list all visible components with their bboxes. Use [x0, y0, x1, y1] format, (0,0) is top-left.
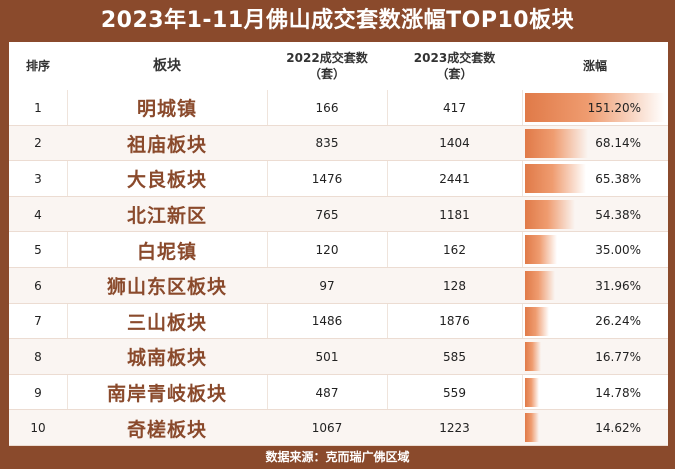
cell-y2022: 97	[319, 278, 335, 293]
cell-rank: 3	[34, 171, 42, 186]
cell-name: 大良板块	[126, 169, 207, 192]
table-row: 8 城南板块 501 585 16.77%	[9, 339, 668, 375]
row-divider	[9, 409, 668, 411]
cell-name: 北江新区	[126, 205, 207, 228]
row-divider	[9, 231, 668, 233]
cell-rank: 10	[30, 421, 46, 436]
row-divider	[9, 195, 668, 197]
table-row: 6 狮山东区板块 97 128 31.96%	[9, 268, 668, 304]
cell-gain: 35.00%	[595, 243, 641, 258]
row-divider	[9, 444, 668, 446]
cell-y2023: 128	[443, 278, 466, 293]
column-divider	[387, 42, 388, 446]
cell-y2022: 166	[315, 100, 339, 115]
cell-gain: 151.20%	[587, 100, 641, 115]
gain-bar	[525, 377, 539, 407]
cell-rank: 2	[34, 136, 42, 151]
cell-y2022: 765	[315, 207, 339, 222]
row-divider	[9, 302, 668, 304]
cell-y2023: 2441	[439, 171, 470, 186]
cell-y2022: 1486	[311, 314, 343, 329]
header-name: 板块	[153, 58, 181, 74]
gain-bar	[525, 413, 539, 443]
cell-y2023: 1181	[439, 207, 470, 222]
cell-y2022: 835	[315, 136, 339, 151]
column-divider	[267, 42, 268, 446]
table-row: 3 大良板块 1476 2441 65.38%	[9, 161, 668, 197]
cell-gain: 65.38%	[595, 171, 641, 186]
cell-rank: 5	[34, 243, 42, 258]
table-row: 2 祖庙板块 835 1404 68.14%	[9, 125, 668, 162]
header-2022: 2022成交套数 （套）	[286, 51, 368, 81]
cell-y2022: 1476	[311, 171, 343, 186]
gain-bar	[525, 199, 576, 229]
cell-rank: 8	[34, 349, 42, 364]
cell-y2023: 559	[443, 385, 466, 400]
cell-y2023: 1876	[439, 314, 470, 329]
cell-name: 祖庙板块	[126, 133, 207, 156]
cell-y2023: 1223	[439, 421, 470, 436]
table-header: 排序 板块 2022成交套数 （套） 2023成交套数 （套） 涨幅	[9, 42, 668, 90]
cell-y2023: 417	[443, 100, 466, 115]
cell-name: 三山板块	[126, 311, 207, 334]
table-row: 1 明城镇 166 417 151.20%	[9, 90, 668, 126]
table-row: 4 北江新区 765 1181 54.38%	[9, 196, 668, 233]
table-row: 7 三山板块 1486 1876 26.24%	[9, 304, 668, 340]
cell-y2022: 501	[315, 349, 339, 364]
cell-y2022: 120	[315, 243, 339, 258]
row-divider	[9, 373, 668, 375]
header-rank: 排序	[25, 59, 50, 73]
gain-bar	[525, 271, 555, 300]
table-row: 9 南岸青岐板块 487 559 14.78%	[9, 375, 668, 411]
cell-gain: 31.96%	[595, 278, 641, 293]
cell-name: 狮山东区板块	[106, 276, 227, 299]
cell-name: 南岸青岐板块	[106, 383, 227, 406]
table-body: 1 明城镇 166 417 151.20% 2 祖庙板块 835 1404 68.14% 3 大良板块…	[9, 90, 668, 446]
ranking-table: 排序 板块 2022成交套数 （套） 2023成交套数 （套） 涨幅 1 明城镇 1…	[9, 42, 668, 446]
page-title: 2023年1-11月佛山成交套数涨幅TOP10板块	[100, 8, 575, 33]
cell-rank: 7	[34, 314, 42, 329]
cell-name: 城南板块	[126, 347, 207, 370]
cell-gain: 16.77%	[595, 349, 641, 364]
gain-bar	[525, 93, 665, 122]
gain-bar	[525, 306, 550, 336]
row-divider	[9, 160, 668, 162]
cell-y2023: 1404	[439, 136, 470, 151]
cell-rank: 1	[34, 100, 42, 115]
cell-y2022: 1067	[311, 421, 343, 436]
row-divider	[9, 266, 668, 268]
cell-rank: 9	[34, 385, 42, 400]
cell-gain: 14.78%	[595, 385, 641, 400]
header-2023: 2023成交套数 （套）	[413, 51, 496, 81]
column-divider	[522, 42, 523, 446]
cell-y2023: 585	[443, 349, 466, 364]
gain-bar	[525, 128, 589, 158]
cell-name: 明城镇	[136, 98, 197, 121]
cell-gain: 68.14%	[595, 136, 641, 151]
gain-bar	[525, 235, 558, 265]
row-divider	[9, 338, 668, 340]
gain-bar	[525, 164, 586, 194]
cell-rank: 4	[34, 207, 42, 222]
gain-bar	[525, 342, 541, 372]
cell-gain: 54.38%	[595, 207, 641, 222]
cell-rank: 6	[34, 278, 42, 293]
cell-name: 白坭镇	[136, 240, 197, 263]
table-row: 5 白坭镇 120 162 35.00%	[9, 232, 668, 268]
row-divider	[9, 124, 668, 126]
cell-y2022: 487	[315, 385, 339, 400]
cell-gain: 14.62%	[595, 421, 641, 436]
header-gain: 涨幅	[582, 59, 607, 73]
cell-gain: 26.24%	[595, 314, 641, 329]
cell-y2023: 162	[443, 243, 466, 258]
data-source: 数据来源：克而瑞广佛区域	[265, 450, 410, 464]
cell-name: 奇槎板块	[126, 418, 207, 441]
column-divider	[67, 42, 68, 446]
table-row: 10 奇槎板块 1067 1223 14.62%	[9, 410, 668, 446]
